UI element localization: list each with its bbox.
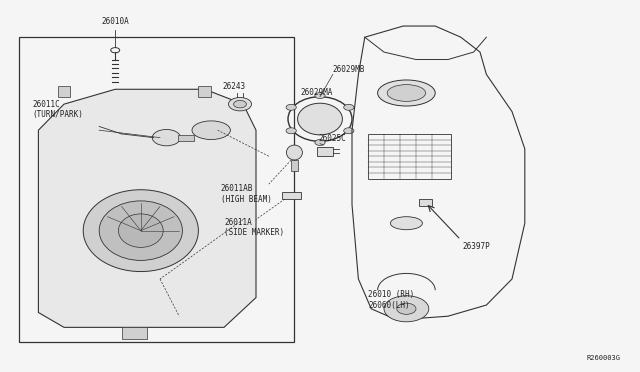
Circle shape [286,128,296,134]
Ellipse shape [390,217,422,230]
Text: 26011C
(TURN/PARK): 26011C (TURN/PARK) [32,100,83,119]
Circle shape [315,93,325,99]
Text: 26010A: 26010A [101,17,129,26]
Circle shape [344,128,354,134]
Bar [19,37,294,342]
Text: R260003G: R260003G [587,355,621,361]
Ellipse shape [387,85,426,102]
Bar [282,192,301,199]
Ellipse shape [83,190,198,272]
Circle shape [397,303,416,314]
Ellipse shape [287,145,303,160]
Ellipse shape [118,214,163,247]
Circle shape [315,140,325,145]
Text: 26011AB
(HIGH BEAM): 26011AB (HIGH BEAM) [221,184,271,203]
Bar [198,86,211,97]
Text: 26243: 26243 [222,82,245,91]
Bar [291,160,298,171]
Bar [317,147,333,156]
Circle shape [152,129,180,146]
Text: 26011A
(SIDE MARKER): 26011A (SIDE MARKER) [224,218,284,237]
Circle shape [286,105,296,110]
Polygon shape [38,89,256,327]
Bar [122,327,147,339]
Circle shape [228,97,252,111]
Circle shape [384,296,429,322]
Text: 26397P: 26397P [463,242,490,251]
Bar [58,86,70,97]
Circle shape [344,105,354,110]
Bar [419,199,432,206]
Bar [178,135,194,141]
Ellipse shape [298,103,342,135]
Ellipse shape [192,121,230,140]
Circle shape [234,100,246,108]
Text: 26029MA: 26029MA [301,88,333,97]
Text: 26010 (RH)
26060(LH): 26010 (RH) 26060(LH) [368,290,414,310]
Bar [368,134,451,179]
Text: 26029MB: 26029MB [333,65,365,74]
Ellipse shape [99,201,182,260]
Text: 26025C: 26025C [319,134,346,143]
Ellipse shape [378,80,435,106]
